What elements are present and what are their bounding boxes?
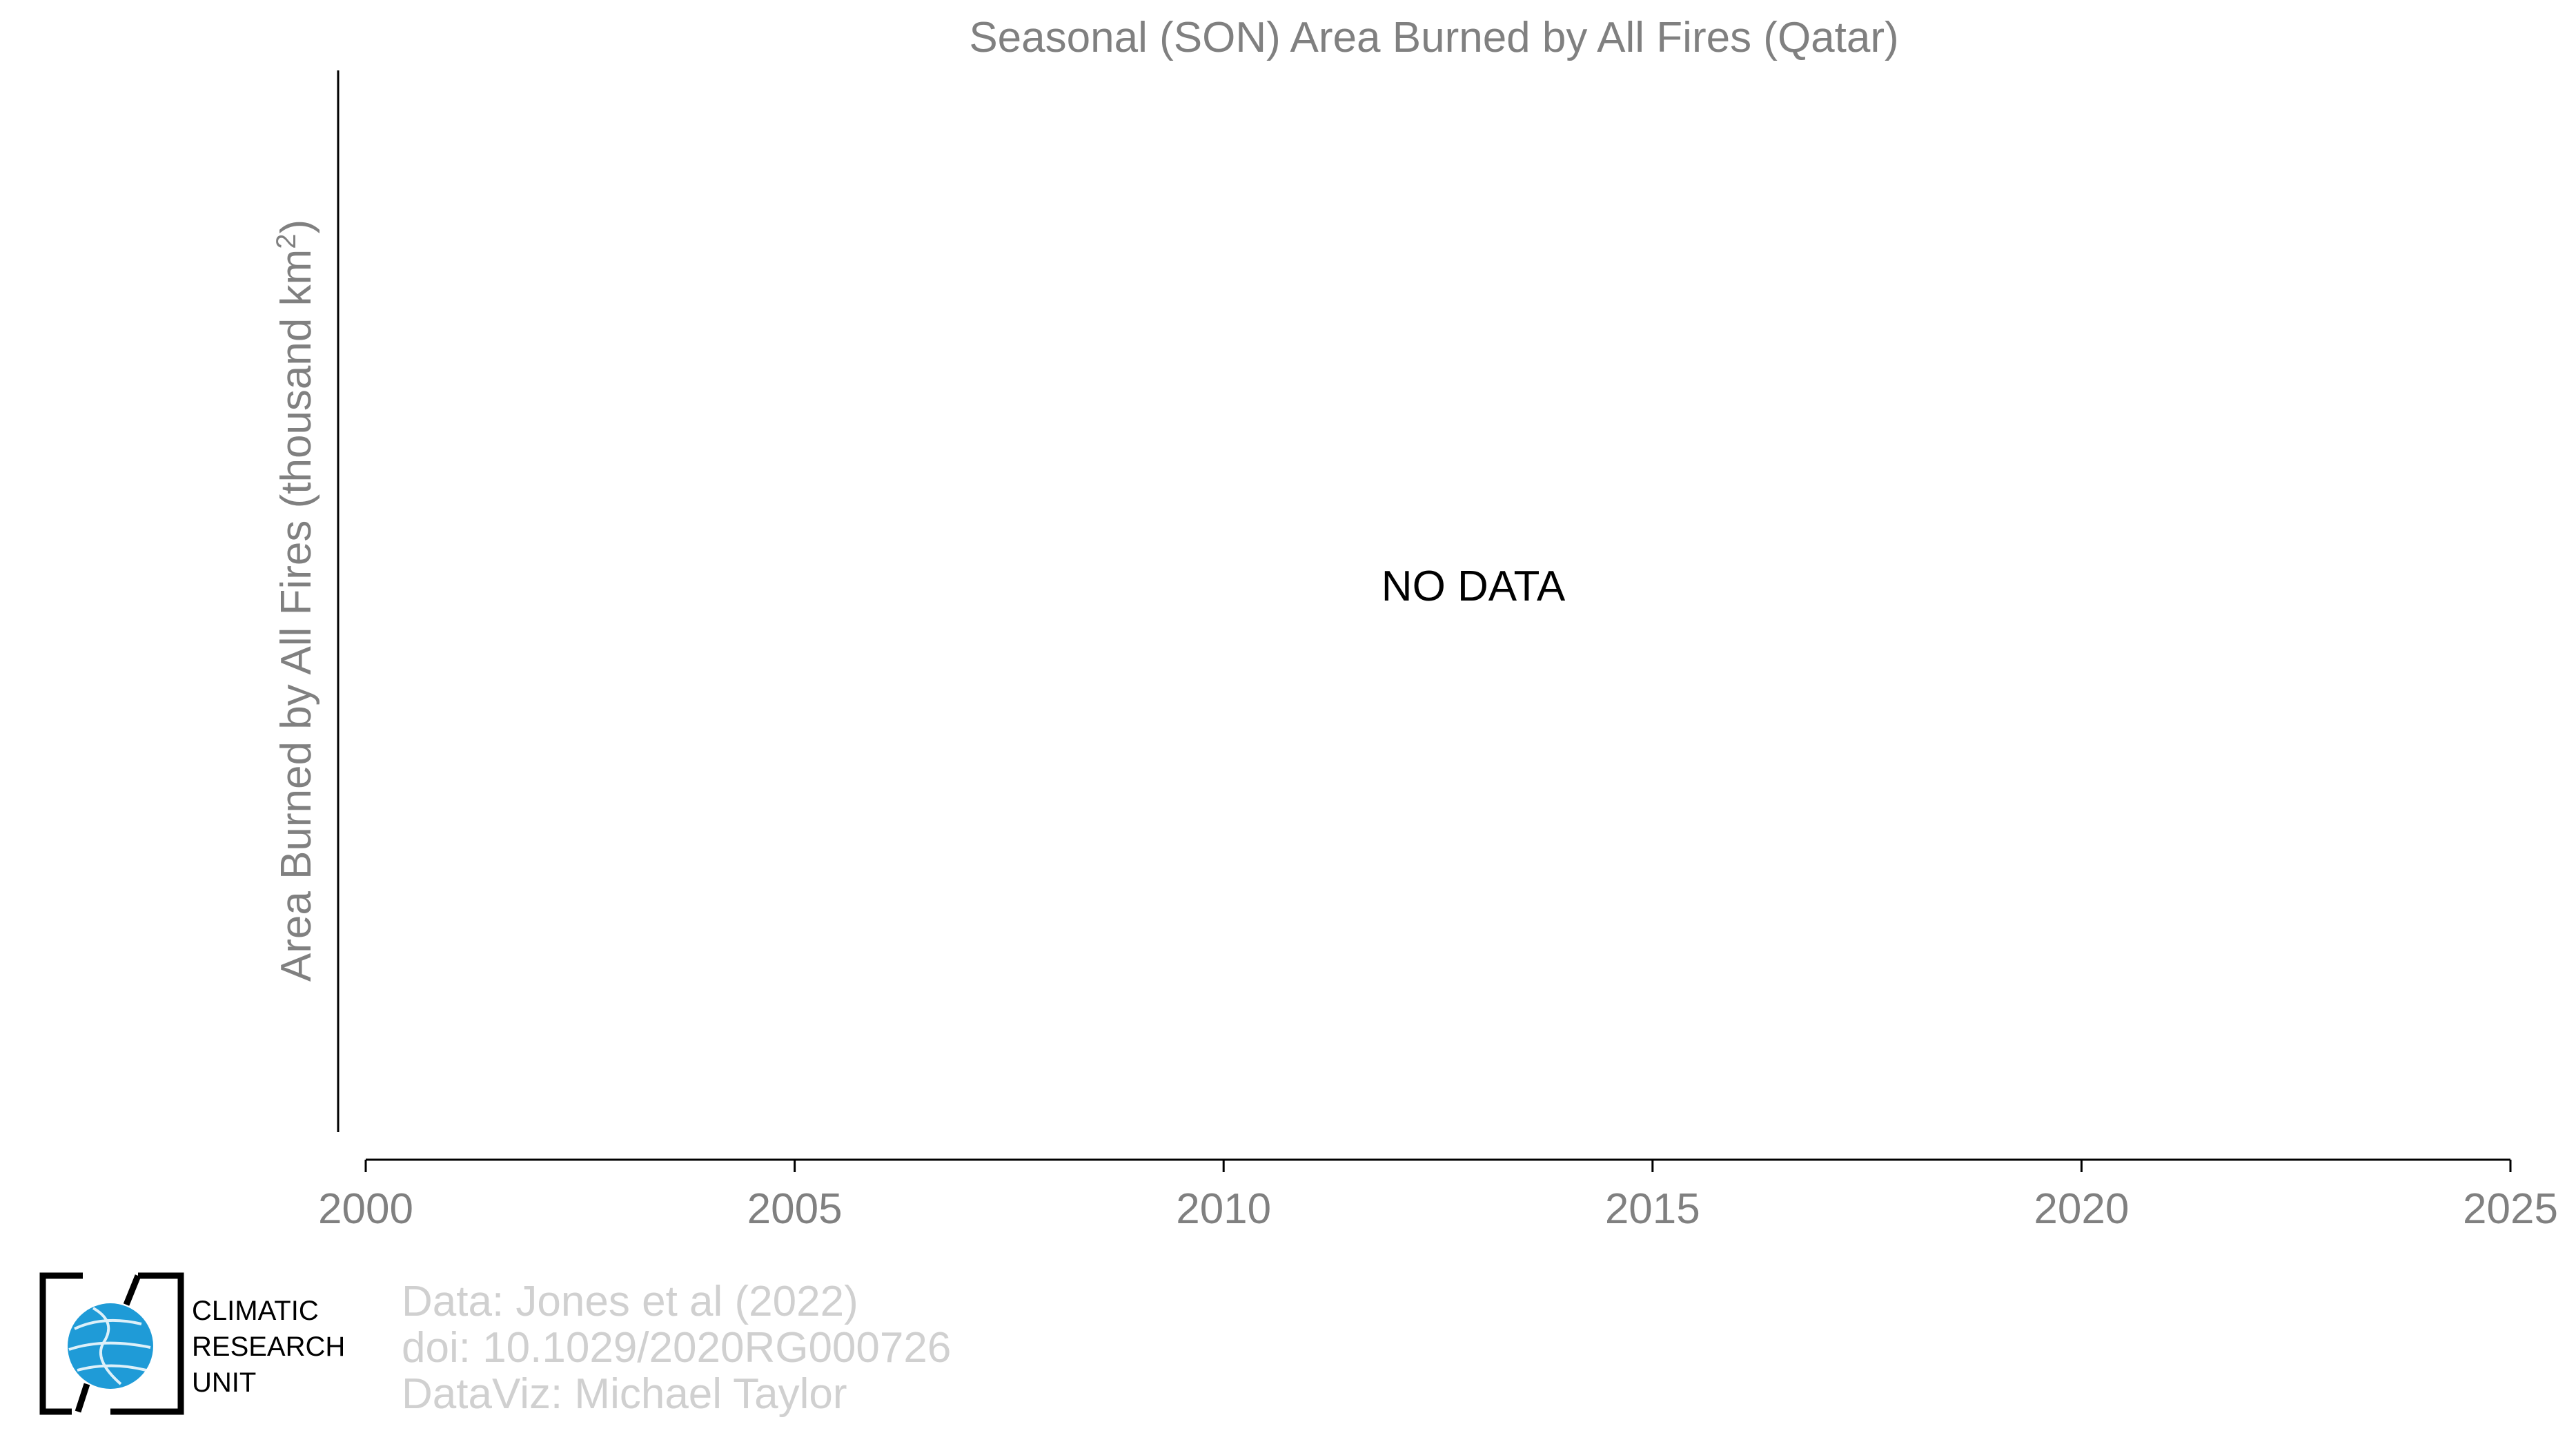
credit-data-source: Data: Jones et al (2022) bbox=[402, 1278, 858, 1325]
logo-bracket-right-icon bbox=[110, 1272, 184, 1415]
cru-logo: CLIMATIC RESEARCH UNIT bbox=[39, 1272, 345, 1415]
logo-line-2: RESEARCH bbox=[192, 1332, 345, 1362]
y-axis-label: Area Burned by All Fires (thousand km2) bbox=[271, 220, 320, 982]
logo-line-3: UNIT bbox=[192, 1367, 256, 1398]
globe-swirl-icon bbox=[68, 1307, 151, 1385]
credit-dataviz: DataViz: Michael Taylor bbox=[402, 1370, 847, 1418]
no-data-annotation: NO DATA bbox=[1382, 563, 1566, 610]
x-tick-label: 2025 bbox=[2463, 1185, 2558, 1233]
chart-title: Seasonal (SON) Area Burned by All Fires … bbox=[969, 14, 1898, 61]
logo-slash-icon bbox=[75, 1274, 141, 1413]
y-axis-label-main: Area Burned by All Fires (thousand km bbox=[273, 249, 320, 982]
logo-bracket-left-icon bbox=[39, 1272, 83, 1415]
x-tick-label: 2005 bbox=[747, 1185, 843, 1233]
credit-doi: doi: 10.1029/2020RG000726 bbox=[402, 1324, 951, 1372]
x-tick-label: 2020 bbox=[2034, 1185, 2129, 1233]
y-axis-label-close: ) bbox=[273, 220, 320, 234]
x-axis: 2000 2005 2010 2015 2020 2025 bbox=[318, 1158, 2558, 1233]
y-axis-label-superscript: 2 bbox=[271, 234, 302, 249]
x-tick-label: 2000 bbox=[318, 1185, 413, 1233]
x-tick-label: 2015 bbox=[1605, 1185, 1700, 1233]
x-tick-label: 2010 bbox=[1176, 1185, 1271, 1233]
logo-line-1: CLIMATIC bbox=[192, 1296, 319, 1326]
